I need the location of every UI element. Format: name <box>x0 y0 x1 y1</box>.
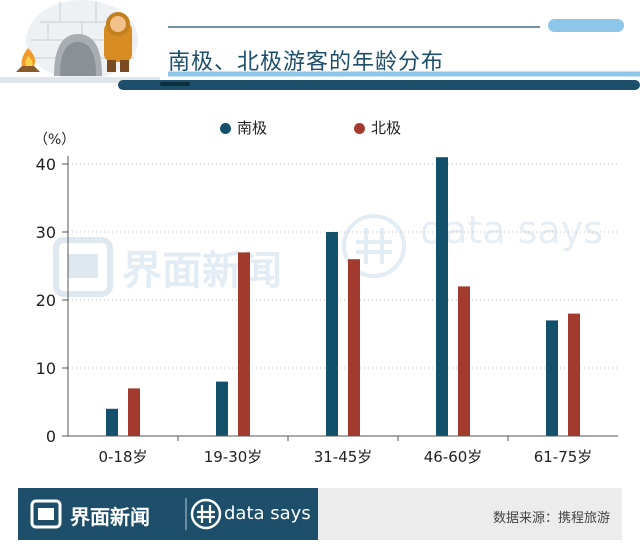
legend-label-south: 南极 <box>237 119 268 137</box>
bar-north-3 <box>458 286 470 436</box>
y-tick-label: 0 <box>46 427 56 446</box>
bar-south-2 <box>326 232 338 436</box>
y-unit-label: （%） <box>34 132 75 148</box>
legend-swatch-south <box>220 123 231 134</box>
footer-source: 数据来源：携程旅游 <box>492 511 610 526</box>
watermark-logo <box>52 232 382 306</box>
footer-brand-cn: 界面新闻 <box>70 505 150 529</box>
bars <box>106 157 580 436</box>
bar-north-0 <box>128 388 140 436</box>
bar-north-2 <box>348 259 360 436</box>
gridlines <box>68 163 618 369</box>
legend-item-north: 北极 <box>354 117 401 138</box>
y-tick-label: 10 <box>36 359 56 378</box>
footer: 界面新闻 data says 数据来源：携程旅游 <box>18 488 622 540</box>
y-axis: 0 10 20 30 40 <box>36 155 69 446</box>
bar-south-1 <box>216 381 228 436</box>
campfire-icon <box>16 48 40 72</box>
legend-swatch-north <box>354 123 365 134</box>
x-axis: 0-18岁 19-30岁 31-45岁 46-60岁 61-75岁 <box>68 435 618 466</box>
y-tick-label: 20 <box>36 291 56 310</box>
bar-north-1 <box>238 252 250 436</box>
watermark-logo-icon <box>53 237 113 297</box>
watermark-en: data says <box>420 208 604 252</box>
header-illustration <box>0 0 640 90</box>
y-tick-label: 30 <box>36 223 56 242</box>
legend-item-south: 南极 <box>220 117 267 138</box>
explorer-icon <box>104 12 132 72</box>
jiemian-logo-icon <box>30 499 62 529</box>
watermark-cn: 界面新闻 <box>122 248 282 294</box>
x-tick-label: 46-60岁 <box>424 448 483 466</box>
chart-title: 南极、北极游客的年龄分布 <box>168 50 445 75</box>
bar-south-4 <box>546 320 558 436</box>
datasays-logo-icon <box>190 498 222 530</box>
x-tick-label: 19-30岁 <box>204 448 263 466</box>
footer-brand-en: data says <box>224 503 311 524</box>
bar-north-4 <box>568 313 580 436</box>
x-tick-label: 0-18岁 <box>98 448 147 466</box>
legend-label-north: 北极 <box>371 119 402 137</box>
x-tick-label: 31-45岁 <box>314 448 373 466</box>
header: 南极、北极游客的年龄分布 <box>0 0 640 100</box>
footer-logos <box>30 498 222 530</box>
bar-south-0 <box>106 408 118 436</box>
y-tick-label: 40 <box>36 155 56 174</box>
bar-south-3 <box>436 157 448 436</box>
watermark-hash-icon <box>340 212 410 286</box>
footer-brand: 界面新闻 data says <box>18 488 318 540</box>
x-tick-label: 61-75岁 <box>534 448 593 466</box>
